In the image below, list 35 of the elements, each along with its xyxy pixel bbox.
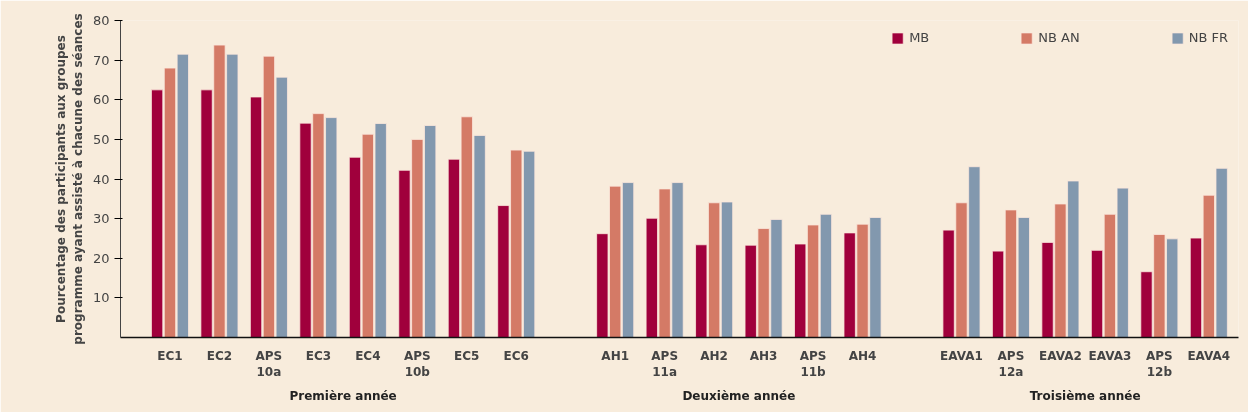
text: Troisième année <box>1029 388 1141 403</box>
x-tick-label: AH2 <box>700 348 728 363</box>
y-tick-label: 80 <box>92 13 110 28</box>
legend-label: NB AN <box>1038 30 1080 45</box>
x-tick-label: EC4 <box>355 348 381 363</box>
y-tick-label: 30 <box>92 211 110 227</box>
y-tick-label: 20 <box>92 250 110 266</box>
x-tick-label: EC2 <box>206 348 233 363</box>
x-tick-label: EC3 <box>305 348 332 363</box>
x-tick-label: EAVA4 <box>1187 348 1231 363</box>
y-tick-label: 50 <box>92 131 110 147</box>
x-tick-label: APS 12b <box>1145 348 1173 380</box>
y-tick-label: 40 <box>92 171 110 187</box>
y-tick-label: 60 <box>92 92 110 108</box>
x-tick-label: APS 12a <box>997 348 1025 380</box>
legend-label: MB <box>909 30 930 45</box>
x-tick-label: EC5 <box>454 348 480 363</box>
x-tick-label: AH4 <box>848 348 877 363</box>
x-tick-label: EAVA1 <box>940 348 983 363</box>
x-tick-label: EAVA2 <box>1039 348 1082 363</box>
x-tick-label: APS 11a <box>651 348 679 380</box>
x-tick-label: AH3 <box>749 348 778 363</box>
x-tick-label: AH1 <box>601 348 630 363</box>
y-axis-title: Pourcentage des participants aux groupes programme ayant assisté à chacune des séances <box>54 13 85 345</box>
x-tick-label: APS 11b <box>799 348 827 380</box>
y-tick-label: 70 <box>92 52 110 68</box>
x-tick-label: EAVA3 <box>1088 348 1132 363</box>
x-tick-label: EC1 <box>157 348 183 363</box>
text: Deuxième année <box>682 388 796 403</box>
y-tick-label: 10 <box>92 290 110 306</box>
legend-label: NB FR <box>1188 30 1228 45</box>
x-tick-label: APS 10b <box>403 348 431 380</box>
x-tick-label: APS 10a <box>255 348 283 380</box>
text: Première année <box>289 388 397 403</box>
x-tick-label: EC6 <box>503 348 529 363</box>
